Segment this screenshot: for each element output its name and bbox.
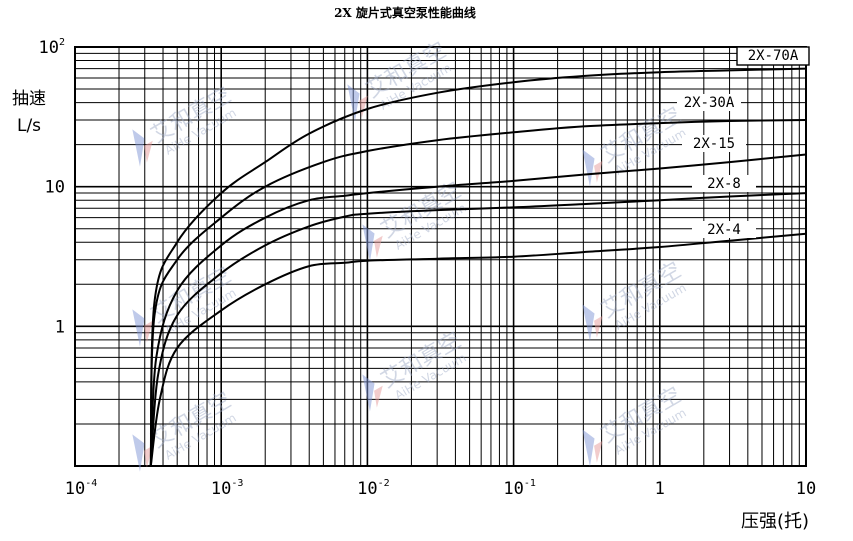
y-axis-label-line1: 抽速 <box>12 89 46 109</box>
y-tick-label: 102 <box>38 37 65 58</box>
logo-triangle-red <box>359 95 368 118</box>
logo-triangle-red <box>374 385 383 408</box>
series-label-bg <box>677 94 741 111</box>
x-tick-label: 1 <box>655 479 665 499</box>
logo-triangle-red <box>594 160 603 183</box>
series-line-2X-8 <box>149 192 807 467</box>
logo-triangle-red <box>144 140 153 163</box>
x-tick-label: 10-1 <box>503 478 536 499</box>
plot-frame <box>74 46 807 467</box>
logo-triangle-blue <box>582 429 595 467</box>
logo-triangle-blue <box>132 309 145 347</box>
x-tick-label: 10 <box>796 479 816 499</box>
y-tick-label: 1 <box>55 317 65 337</box>
series-label-bg <box>692 175 756 192</box>
y-axis-label-line2: L/s <box>17 116 41 136</box>
logo-triangle-blue <box>362 374 375 412</box>
logo-triangle-blue <box>582 304 595 342</box>
series-label-box <box>736 46 810 66</box>
series-lines: 2X-70A 2X-30A 2X-15 2X-8 2X-4 <box>149 46 810 467</box>
logo-triangle-red <box>594 440 603 463</box>
grid <box>74 46 807 467</box>
series-label-2X-30A: 2X-30A <box>684 95 735 111</box>
y-tick-label: 10 <box>45 178 65 198</box>
logo-triangle-blue <box>132 434 145 472</box>
x-axis-label: 压强(托) <box>741 511 809 532</box>
series-line-2X-30A <box>149 119 807 467</box>
logo-triangle-blue <box>132 129 145 167</box>
logo-triangle-blue <box>582 149 595 187</box>
series-label-2X-70A: 2X-70A <box>748 48 799 64</box>
logo-triangle-red <box>594 315 603 338</box>
chart-title: 2X 旋片式真空泵性能曲线 <box>334 5 476 20</box>
series-line-2X-15 <box>149 153 807 467</box>
series-label-bg <box>692 221 756 238</box>
logo-triangle-blue <box>362 224 375 262</box>
x-tick-label: 10-4 <box>65 478 98 499</box>
series-line-2X-70A <box>149 67 807 467</box>
x-tick-label: 10-2 <box>357 478 390 499</box>
tick-labels: 10-4 10-3 10-2 10-1 1 10 1 10 102 <box>38 37 816 499</box>
series-label-bg <box>682 135 746 152</box>
series-label-2X-8: 2X-8 <box>707 176 741 192</box>
series-label-2X-15: 2X-15 <box>693 136 735 152</box>
logo-triangle-blue <box>347 84 360 122</box>
series-label-2X-4: 2X-4 <box>707 222 741 238</box>
series-line-2X-4 <box>149 232 807 467</box>
x-tick-label: 10-3 <box>211 478 244 499</box>
logo-triangle-red <box>144 320 153 343</box>
logo-triangle-red <box>374 235 383 258</box>
